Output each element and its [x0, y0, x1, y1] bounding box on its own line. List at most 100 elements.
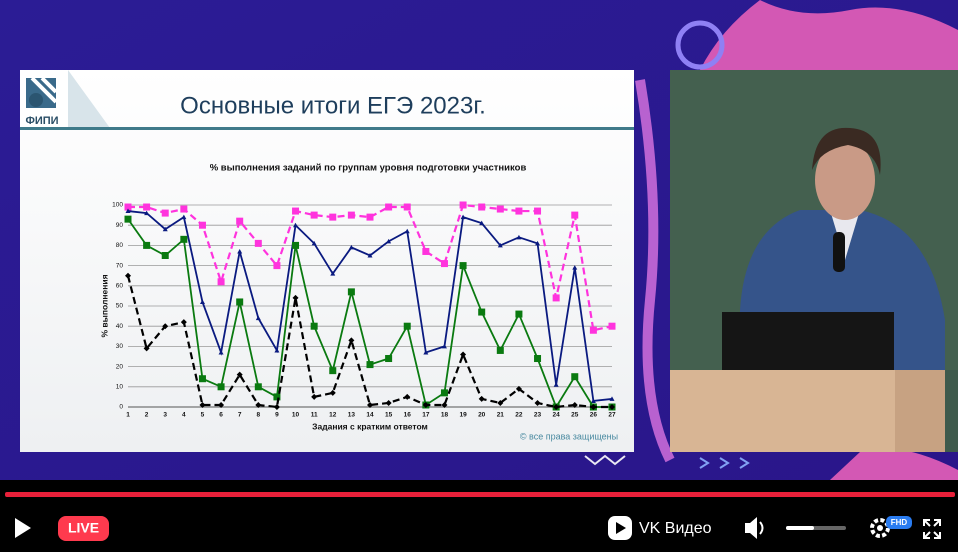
- marker: [180, 235, 188, 243]
- slide: [20, 70, 634, 452]
- x-tick-label: 3: [163, 412, 167, 419]
- marker: [218, 401, 225, 408]
- volume-level: [786, 526, 814, 530]
- marker: [478, 395, 485, 402]
- marker: [516, 234, 522, 240]
- marker: [440, 389, 448, 397]
- marker: [329, 389, 336, 396]
- x-tick-label: 15: [385, 412, 393, 419]
- x-tick-label: 24: [553, 412, 561, 419]
- y-tick-label: 70: [116, 262, 124, 269]
- marker: [534, 355, 542, 363]
- marker: [440, 260, 448, 268]
- logo-text: ФИПИ: [25, 115, 58, 127]
- x-tick-label: 21: [497, 412, 505, 419]
- marker: [237, 248, 243, 254]
- marker: [273, 404, 280, 410]
- marker: [590, 404, 597, 410]
- marker: [459, 262, 467, 270]
- marker: [608, 322, 616, 330]
- play-button[interactable]: [15, 518, 31, 538]
- marker: [255, 401, 262, 408]
- progress-bar[interactable]: [5, 492, 955, 497]
- marker: [198, 375, 206, 383]
- copyright: © все права защищены: [520, 431, 618, 441]
- fullscreen-button[interactable]: [923, 519, 941, 539]
- marker: [572, 265, 578, 270]
- marker: [254, 239, 262, 247]
- x-tick-label: 8: [256, 412, 260, 419]
- marker: [274, 347, 280, 353]
- marker: [292, 207, 300, 215]
- marker: [162, 323, 169, 330]
- marker: [497, 242, 503, 248]
- marker: [609, 404, 615, 410]
- x-tick-label: 13: [348, 412, 356, 419]
- marker: [515, 310, 523, 318]
- decoration: [584, 0, 958, 480]
- marker: [236, 371, 243, 378]
- marker: [180, 319, 187, 326]
- marker: [292, 241, 300, 249]
- marker: [330, 271, 336, 276]
- marker: [199, 401, 206, 408]
- marker: [478, 308, 486, 316]
- quality-badge: [886, 516, 912, 529]
- marker: [497, 399, 504, 406]
- marker: [311, 393, 318, 400]
- marker: [273, 393, 281, 401]
- vk-logo-mark: [616, 522, 626, 534]
- y-tick-label: 0: [119, 404, 123, 411]
- marker: [124, 203, 132, 211]
- x-tick-label: 22: [515, 412, 523, 419]
- marker: [292, 294, 299, 301]
- marker: [590, 398, 596, 403]
- marker: [124, 215, 132, 223]
- marker: [273, 262, 281, 270]
- marker: [199, 299, 205, 304]
- camera-feed: [670, 70, 958, 452]
- marker: [423, 349, 429, 355]
- marker: [422, 247, 430, 255]
- marker: [386, 238, 392, 244]
- volume-button[interactable]: [745, 517, 757, 539]
- marker: [347, 211, 355, 219]
- y-tick-label: 60: [116, 283, 124, 290]
- x-tick-label: 9: [275, 412, 279, 419]
- series-line: [126, 275, 612, 409]
- marker: [553, 382, 559, 387]
- marker: [609, 396, 615, 401]
- marker: [125, 272, 131, 279]
- quality-text: FHD: [891, 518, 908, 527]
- marker: [403, 203, 411, 211]
- marker: [311, 240, 317, 246]
- x-axis-label: Задания с кратким ответом: [312, 421, 428, 431]
- marker: [310, 211, 318, 219]
- settings-hub: [877, 525, 883, 531]
- marker: [236, 217, 244, 225]
- x-tick-label: 12: [329, 412, 337, 419]
- x-tick-label: 10: [292, 412, 300, 419]
- marker: [404, 393, 411, 400]
- marker: [534, 399, 541, 406]
- marker: [143, 203, 151, 211]
- marker: [329, 367, 337, 375]
- marker: [385, 355, 393, 363]
- live-badge[interactable]: [58, 516, 109, 541]
- marker: [348, 244, 354, 250]
- x-tick-label: 17: [422, 412, 430, 419]
- marker: [367, 401, 373, 408]
- marker: [143, 345, 150, 352]
- chart-title: % выполнения заданий по группам уровня п…: [210, 163, 527, 174]
- marker: [422, 401, 429, 408]
- marker: [589, 326, 597, 334]
- x-tick-label: 16: [404, 412, 412, 419]
- y-tick-label: 10: [116, 384, 124, 391]
- marker: [125, 208, 131, 214]
- x-tick-label: 14: [366, 412, 374, 419]
- marker: [385, 399, 392, 406]
- y-tick-label: 90: [116, 222, 124, 229]
- marker: [180, 205, 188, 213]
- x-tick-label: 19: [459, 412, 467, 419]
